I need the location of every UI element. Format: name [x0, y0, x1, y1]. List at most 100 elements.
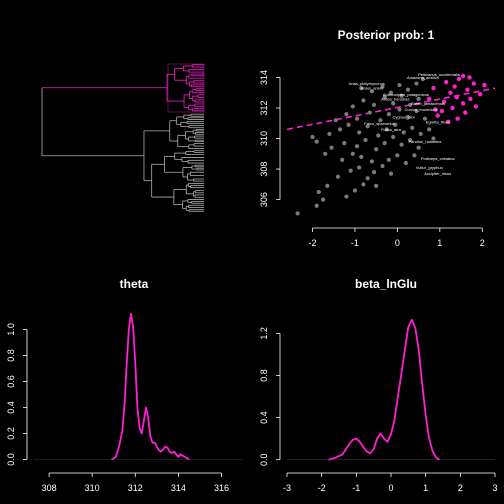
grey-point — [388, 171, 394, 176]
highlight-point — [463, 110, 468, 115]
y-tick-label: 308 — [259, 162, 269, 177]
grey-point — [397, 107, 402, 112]
y-tick-label: 306 — [259, 192, 269, 207]
grey-point — [399, 142, 404, 147]
grey-point — [371, 102, 377, 108]
y-tick-label: 0.4 — [259, 411, 269, 424]
highlight-point — [482, 82, 487, 88]
species-label: Anas_platyrhynchos — [349, 81, 385, 86]
grey-point — [316, 189, 321, 195]
highlight-point — [439, 108, 445, 114]
theta-density-panel: theta 308 310 312 314 316 0.0 0.2 0.4 0.6 0.8 1.0 — [6, 277, 243, 493]
x-tick-label: 1 — [423, 483, 428, 493]
grey-point — [397, 82, 402, 88]
species-label: Amazona_aestiva — [407, 75, 440, 80]
highlight-point — [468, 96, 473, 102]
grey-point — [393, 122, 398, 127]
grey-point — [357, 165, 362, 170]
grey-point — [320, 197, 326, 202]
x-tick-label: 0 — [395, 238, 400, 248]
scatter-panel: Posterior prob: 1 -2 -1 0 1 2 306 308 310 312 314… — [259, 28, 496, 248]
grey-point — [361, 98, 366, 103]
highlight-point — [435, 113, 440, 118]
grey-point — [350, 104, 355, 109]
grey-point — [391, 101, 396, 106]
species-label: Egretta_thula — [426, 119, 451, 124]
y-tick-label: 314 — [259, 70, 269, 85]
grey-point — [378, 118, 383, 123]
species-label: Podiceps_cristatus — [421, 156, 455, 161]
y-tick-label: 310 — [259, 131, 269, 146]
grey-point — [354, 116, 360, 121]
x-tick-label: -2 — [308, 238, 316, 248]
x-tick-label: 0 — [388, 483, 393, 493]
grey-point — [348, 168, 353, 173]
highlight-clade-box — [167, 63, 205, 113]
grey-point — [346, 122, 351, 127]
grey-point — [391, 134, 396, 140]
grey-point — [314, 203, 319, 208]
grey-point — [350, 151, 355, 156]
highlight-point — [452, 84, 457, 89]
phylogeny-panel — [41, 63, 205, 212]
grey-point — [325, 183, 330, 188]
grey-point — [369, 89, 374, 94]
y-tick-label: 0.6 — [6, 375, 16, 388]
x-tick-label: 312 — [128, 483, 143, 493]
grey-point — [374, 147, 379, 152]
grey-point — [418, 131, 423, 137]
highlight-point — [456, 76, 462, 82]
highlight-point — [454, 95, 459, 100]
grey-point — [357, 130, 362, 135]
species-label: Buteo_jamaicensis — [411, 101, 445, 106]
grey-point — [329, 145, 334, 150]
y-tick-label: 0.2 — [6, 427, 16, 440]
x-tick-label: -1 — [352, 483, 360, 493]
grey-point — [386, 157, 391, 163]
scatter-title: Posterior prob: 1 — [338, 28, 435, 42]
grey-point — [416, 96, 421, 101]
grey-point — [361, 182, 366, 187]
grey-point — [367, 110, 372, 115]
grey-point — [335, 174, 341, 179]
grey-point — [323, 151, 328, 156]
highlight-point — [446, 119, 451, 124]
x-tick-label: -2 — [318, 483, 326, 493]
grey-point — [427, 127, 432, 132]
x-tick-label: 2 — [458, 483, 463, 493]
y-tick-label: 0.8 — [259, 369, 269, 382]
grey-point — [380, 163, 385, 169]
beta-density-panel: beta_lnGlu -3 -2 -1 0 1 2 3 0.0 0.4 0.8 1.2 — [259, 277, 498, 493]
y-tick-label: 1.0 — [6, 323, 16, 336]
x-tick-label: -3 — [283, 483, 291, 493]
x-tick-label: 308 — [42, 483, 57, 493]
species-label: Vultur_gryphus — [416, 165, 443, 170]
grey-point — [327, 131, 332, 137]
highlight-point — [450, 105, 455, 111]
x-tick-label: 314 — [171, 483, 186, 493]
density-curve — [111, 312, 190, 461]
grey-point — [371, 170, 377, 175]
highlight-point — [455, 116, 460, 121]
regression-line — [286, 87, 496, 131]
y-tick-label: 1.2 — [259, 327, 269, 340]
highlight-point — [448, 90, 453, 95]
grey-point — [314, 139, 319, 144]
grey-point — [405, 115, 411, 120]
highlight-point — [467, 75, 472, 80]
grey-point — [310, 134, 315, 140]
grey-point — [352, 188, 358, 193]
grey-point — [342, 141, 347, 146]
grey-point — [333, 118, 338, 123]
highlight-point — [433, 107, 438, 112]
highlight-point — [443, 79, 449, 85]
x-tick-label: 310 — [85, 483, 100, 493]
grey-point — [399, 93, 404, 98]
grey-point — [403, 160, 408, 166]
grey-point — [395, 153, 400, 158]
grey-point — [382, 95, 387, 100]
grey-point — [369, 159, 374, 164]
grey-point — [386, 111, 391, 117]
